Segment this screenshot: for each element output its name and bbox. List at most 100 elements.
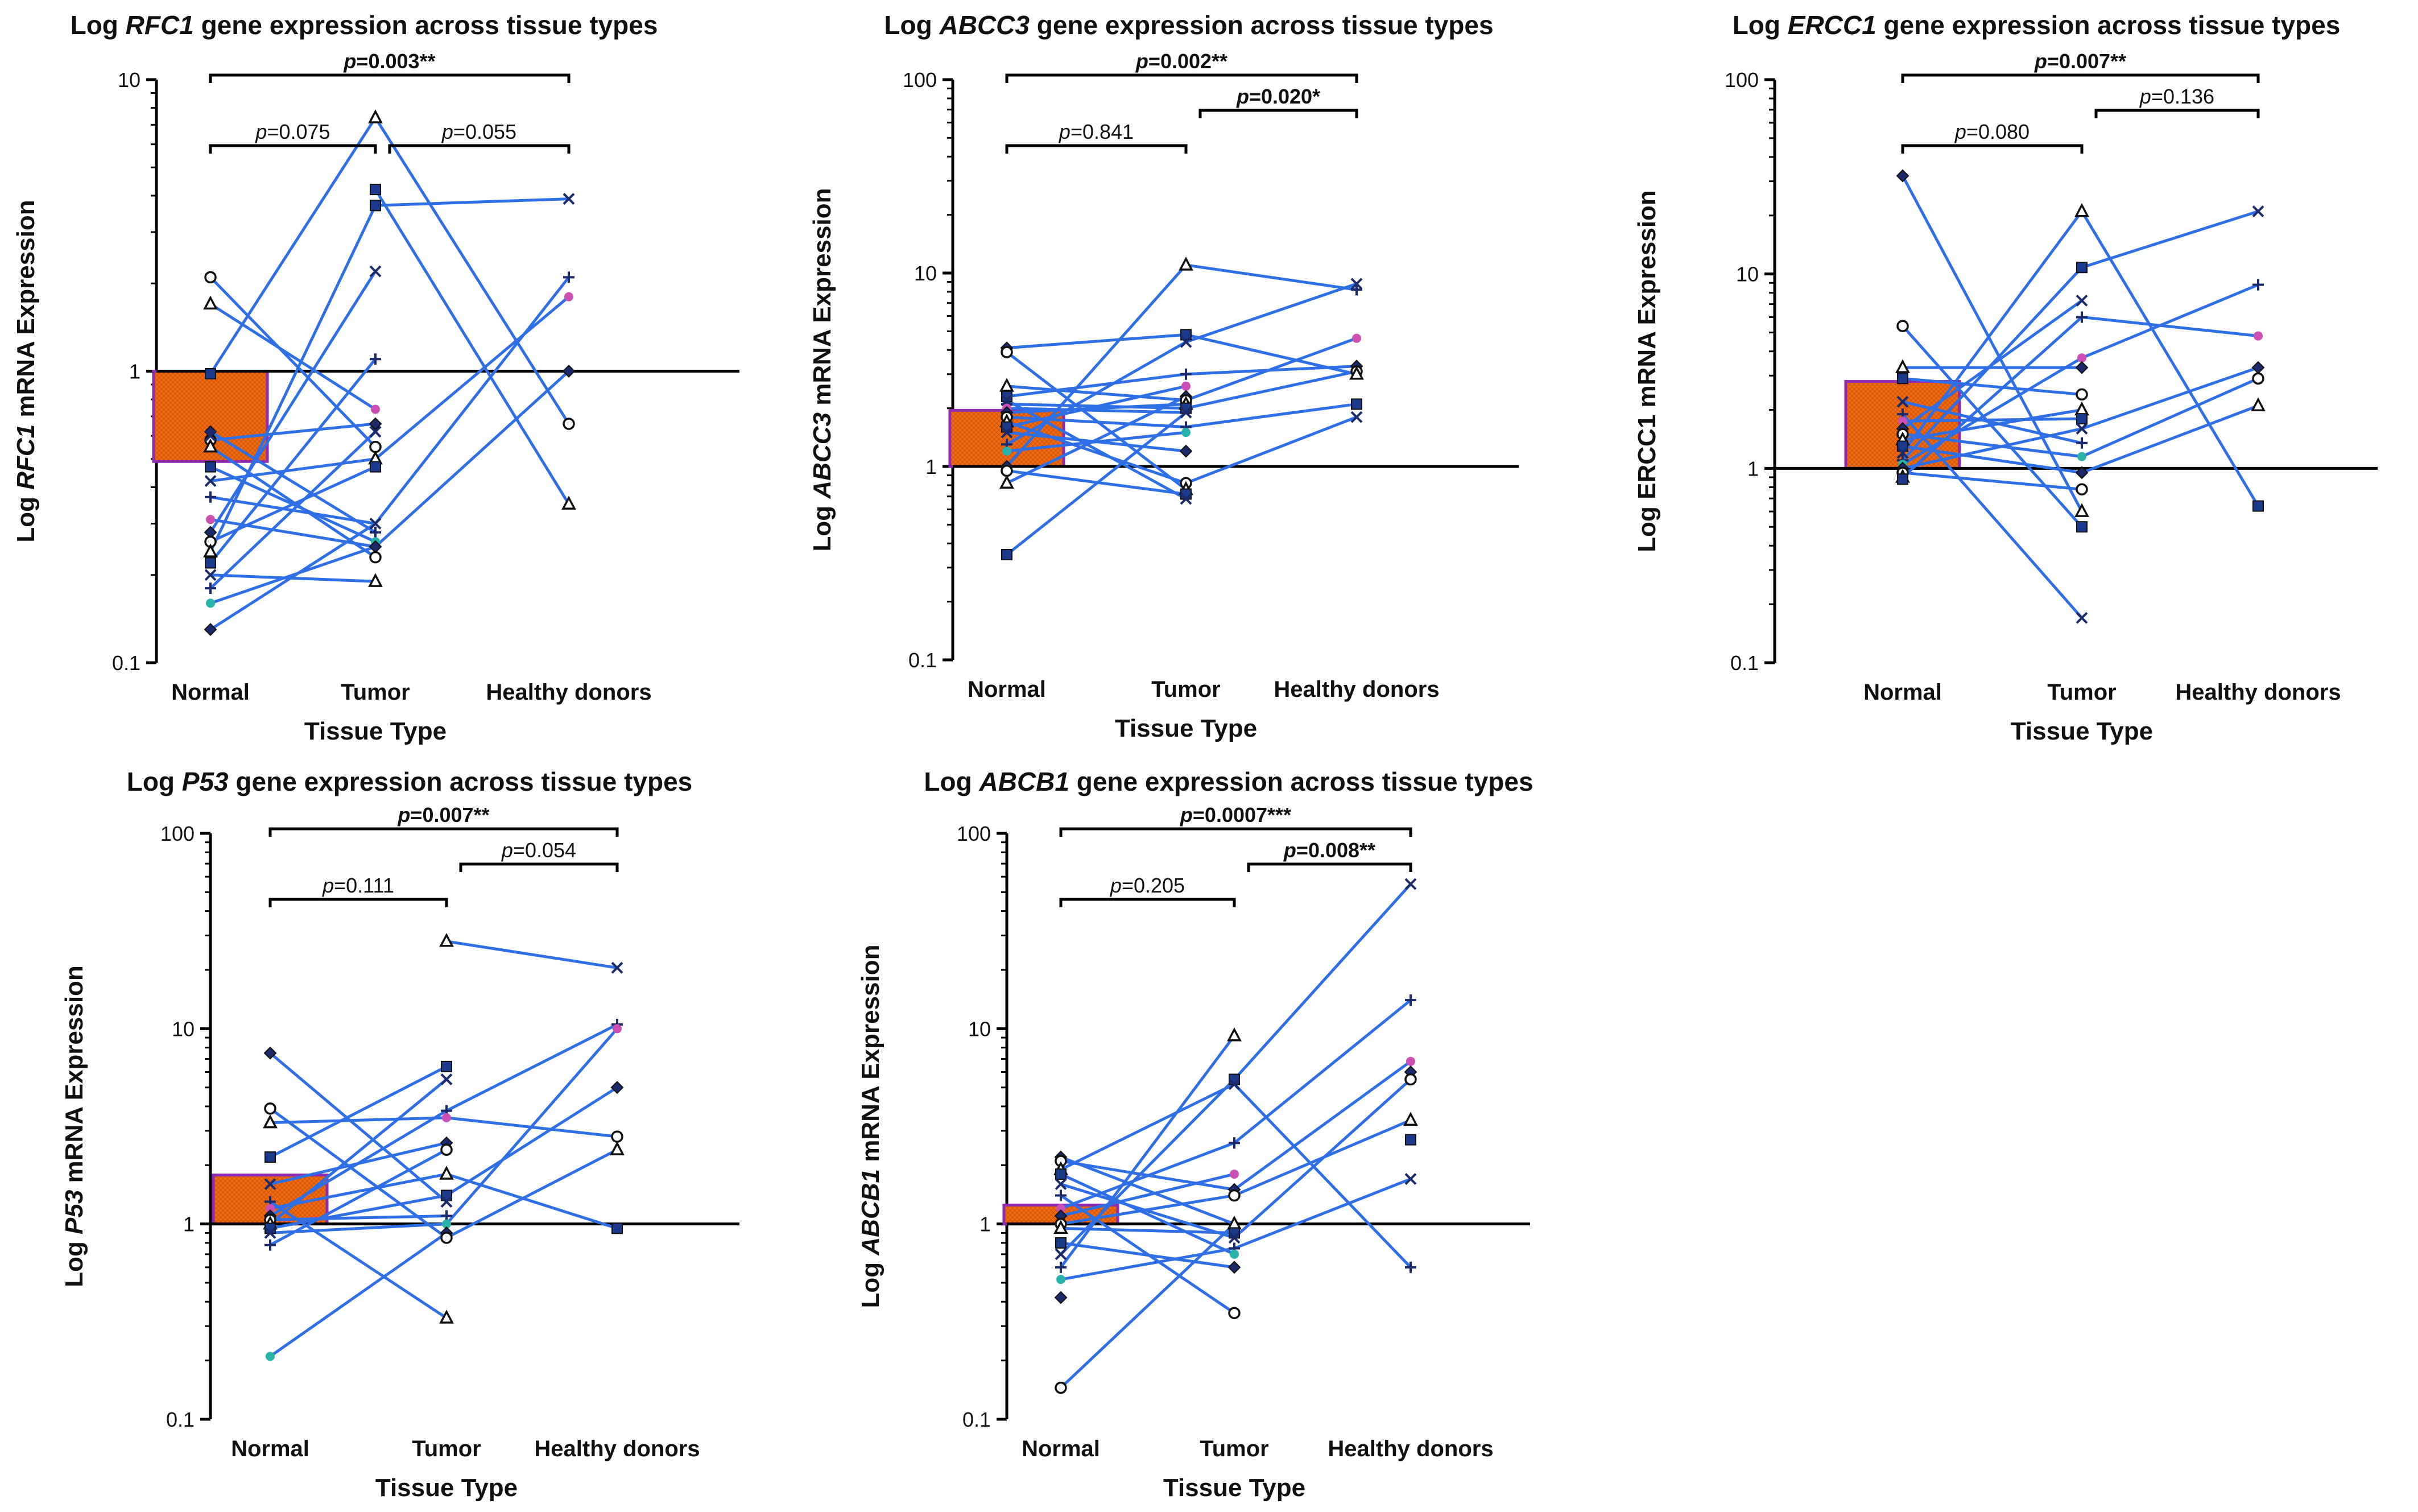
data-point xyxy=(442,1219,451,1229)
data-point xyxy=(611,1130,623,1143)
p-symbol: p xyxy=(343,49,356,73)
ylabel-gene: ERCC1 xyxy=(1633,415,1661,499)
data-point xyxy=(1055,1237,1067,1249)
paired-line xyxy=(268,1051,448,1204)
paired-line xyxy=(445,940,619,969)
x-axis-label: Tissue Type xyxy=(1115,714,1257,742)
chart-title: Log P53 gene expression across tissue ty… xyxy=(127,767,693,796)
data-point xyxy=(1895,359,1910,373)
data-point xyxy=(203,543,218,557)
data-point xyxy=(2077,452,2086,461)
data-point xyxy=(2252,372,2264,385)
data-point xyxy=(1001,549,1012,561)
data-point xyxy=(610,1081,624,1094)
paired-line xyxy=(1233,998,1412,1145)
data-point xyxy=(999,474,1014,489)
data-point xyxy=(263,1114,278,1129)
paired-line xyxy=(1059,1083,1236,1171)
data-point xyxy=(1180,406,1192,419)
data-point xyxy=(205,491,216,503)
p-value: =0.080 xyxy=(1966,120,2030,143)
data-point xyxy=(2252,205,2264,217)
paired-line xyxy=(1059,1155,1236,1226)
p-value: =0.007** xyxy=(2047,49,2126,73)
y-tick-label: 100 xyxy=(1725,68,1759,92)
p-value-label: p=0.205 xyxy=(1110,874,1185,897)
data-point xyxy=(369,518,382,530)
data-point xyxy=(264,1151,276,1163)
paired-line xyxy=(1901,315,2084,479)
p-symbol: p xyxy=(2034,49,2047,73)
data-point xyxy=(1405,1134,1416,1146)
paired-line xyxy=(374,275,571,525)
paired-line xyxy=(1059,1241,1236,1269)
p-value: =0.841 xyxy=(1070,120,1134,143)
paired-line xyxy=(1059,1077,1236,1256)
paired-line xyxy=(1901,417,2084,423)
data-point xyxy=(1179,444,1193,458)
data-point xyxy=(1406,1056,1415,1066)
paired-line xyxy=(1901,266,2084,462)
paired-line xyxy=(1901,471,2084,491)
y-tick-label: 1 xyxy=(979,1213,991,1236)
p-symbol: p xyxy=(1135,49,1148,73)
data-point xyxy=(1898,416,1907,426)
title-suffix: gene expression across tissue types xyxy=(1030,10,1494,40)
data-point xyxy=(369,440,382,453)
ylabel-gene: ABCB1 xyxy=(857,1169,884,1256)
ylabel-suffix: mRNA Expression xyxy=(12,200,40,424)
p-value-label: p=0.055 xyxy=(441,120,516,143)
data-point xyxy=(2076,437,2088,449)
p-value-label: p=0.002** xyxy=(1135,49,1227,73)
data-point xyxy=(2251,361,2265,374)
title-gene: RFC1 xyxy=(126,10,194,40)
paired-line xyxy=(268,1193,448,1230)
paired-line xyxy=(1059,1172,1236,1217)
significance-bracket xyxy=(209,144,377,154)
p-symbol: p xyxy=(441,120,453,143)
y-tick-label: 0.1 xyxy=(962,1408,991,1431)
data-point xyxy=(2076,612,2088,624)
title-gene: P53 xyxy=(182,767,229,796)
paired-line xyxy=(1184,402,1358,429)
p-value-label: p=0.136 xyxy=(2139,85,2214,108)
y-tick-label: 1 xyxy=(925,455,937,478)
x-tick-label: Tumor xyxy=(1151,677,1220,702)
paired-line xyxy=(268,1200,448,1320)
paired-line xyxy=(1233,882,1412,1081)
data-point xyxy=(562,365,576,378)
paired-line xyxy=(1901,174,2084,513)
data-point xyxy=(369,425,382,438)
y-axis-label: Log ERCC1 mRNA Expression xyxy=(1633,190,1661,552)
ylabel-suffix: mRNA Expression xyxy=(1633,190,1661,414)
data-point xyxy=(2075,466,2089,480)
significance-bracket xyxy=(1059,898,1236,907)
data-point xyxy=(1229,1137,1240,1149)
paired-line xyxy=(445,1023,619,1113)
significance-bracket xyxy=(268,898,448,907)
data-point xyxy=(2251,397,2266,411)
data-point xyxy=(563,271,574,283)
data-point xyxy=(2252,500,2264,512)
paired-line xyxy=(209,430,377,590)
data-point xyxy=(204,271,217,284)
data-point xyxy=(1405,1261,1416,1273)
y-axis-label: Log ABCC3 mRNA Expression xyxy=(808,188,836,552)
data-point xyxy=(2077,353,2086,363)
data-point xyxy=(1055,1178,1067,1191)
data-point xyxy=(264,1102,276,1115)
paired-line xyxy=(1233,1178,1412,1250)
p-symbol: p xyxy=(1180,803,1193,827)
p-symbol: p xyxy=(1110,874,1122,897)
data-point xyxy=(370,353,381,365)
significance-bracket xyxy=(1059,827,1412,837)
x-tick-label: Normal xyxy=(1863,680,1942,705)
data-point xyxy=(563,193,575,205)
data-point xyxy=(369,551,382,564)
x-tick-label: Normal xyxy=(968,677,1046,702)
data-point xyxy=(440,1232,453,1244)
x-tick-label: Healthy donors xyxy=(1274,677,1439,702)
paired-line xyxy=(374,295,571,461)
data-point xyxy=(370,200,381,212)
data-point xyxy=(1896,395,1909,408)
